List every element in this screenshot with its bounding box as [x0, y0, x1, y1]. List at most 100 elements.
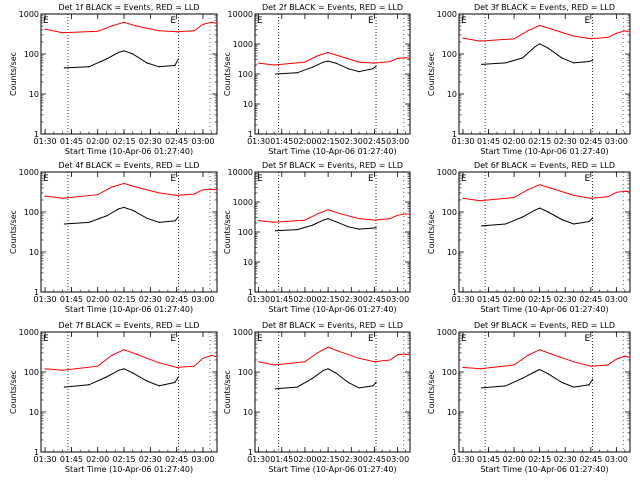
- x-tick-label: 01:45: [477, 295, 500, 304]
- data-point-lld: [176, 194, 178, 197]
- x-tick-label: 02:15: [317, 137, 340, 146]
- data-point-lld: [389, 60, 391, 63]
- x-tick-label: 02:00: [86, 295, 109, 304]
- flag-label-left: E: [43, 16, 49, 26]
- y-axis-label: Counts/sec: [223, 370, 232, 414]
- x-tick-label: 02:00: [503, 455, 526, 464]
- series-line-lld: [462, 184, 631, 202]
- x-tick-label: 03:00: [191, 455, 214, 464]
- series-line-events: [481, 43, 593, 65]
- axes-frame: [458, 13, 631, 135]
- data-point-lld: [111, 354, 113, 357]
- data-point-events: [132, 372, 134, 374]
- data-point-events: [312, 377, 314, 379]
- data-point-lld: [62, 197, 64, 199]
- data-point-lld: [404, 353, 406, 355]
- data-point-events: [573, 386, 575, 388]
- x-tick-label: 02:30: [554, 295, 577, 304]
- x-axis-label: Start Time (10-Apr-06 01:27:40): [65, 147, 193, 156]
- data-point-events: [158, 385, 160, 387]
- axes-frame: [458, 331, 631, 453]
- data-point-events: [158, 221, 160, 223]
- data-point-lld: [123, 182, 125, 184]
- data-point-lld: [624, 190, 626, 192]
- flag-label-right: E: [585, 16, 591, 26]
- x-tick-label: 02:30: [139, 137, 162, 146]
- data-point-events: [375, 227, 377, 229]
- data-point-events: [274, 388, 277, 390]
- data-point-lld: [176, 366, 178, 369]
- data-point-events: [327, 368, 329, 370]
- data-point-lld: [615, 191, 617, 193]
- data-point-events: [335, 372, 337, 374]
- panel-5: Det 5f BLACK = Events, RED = LLD E E 1 10 100…: [223, 161, 411, 314]
- data-point-lld: [327, 346, 329, 348]
- flag-label-left: E: [43, 334, 49, 344]
- data-point-events: [88, 66, 90, 68]
- x-tick-label: 03:00: [191, 137, 214, 146]
- data-point-events: [177, 58, 180, 60]
- data-point-lld: [304, 61, 306, 63]
- y-tick-label: 1000: [437, 328, 457, 337]
- y-tick-label: 1: [452, 130, 457, 139]
- data-point-lld: [338, 55, 340, 57]
- y-tick-label: 10: [243, 408, 253, 417]
- series-line-events: [481, 369, 593, 389]
- panel-2: Det 2f BLACK = Events, RED = LLD E E 1 10 100…: [223, 3, 411, 156]
- data-point-lld: [202, 189, 204, 191]
- flag-label-right: E: [170, 16, 176, 26]
- data-point-events: [372, 68, 374, 70]
- data-point-events: [481, 63, 483, 65]
- y-tick-label: 1: [248, 130, 253, 139]
- data-point-lld: [389, 217, 391, 220]
- data-point-events: [547, 373, 549, 375]
- data-point-lld: [397, 214, 399, 216]
- flag-label-left: E: [257, 334, 263, 344]
- y-axis-label: Counts/sec: [223, 210, 232, 254]
- data-point-events: [522, 216, 524, 218]
- data-point-events: [573, 62, 575, 64]
- data-point-events: [174, 381, 176, 383]
- x-tick-label: 02:00: [86, 137, 109, 146]
- x-tick-label: 02:45: [579, 295, 602, 304]
- x-tick-label: 03:00: [386, 295, 409, 304]
- data-point-events: [504, 62, 507, 64]
- data-point-events: [573, 223, 575, 225]
- y-tick-label: 1: [34, 130, 39, 139]
- data-point-lld: [551, 353, 553, 355]
- data-point-lld: [111, 186, 113, 188]
- y-tick-label: 1000: [233, 40, 253, 49]
- data-point-lld: [211, 188, 213, 190]
- y-tick-label: 100: [238, 368, 253, 377]
- data-point-events: [561, 218, 563, 221]
- data-point-events: [322, 61, 325, 63]
- data-point-lld: [338, 350, 340, 352]
- y-tick-label: 10: [447, 408, 457, 417]
- data-point-lld: [573, 361, 575, 363]
- y-tick-label: 1: [452, 288, 457, 297]
- data-point-events: [274, 230, 277, 232]
- y-tick-label: 1000: [19, 328, 39, 337]
- x-tick-label: 03:00: [386, 137, 409, 146]
- data-point-lld: [615, 358, 617, 360]
- data-point-lld: [304, 219, 306, 221]
- y-tick-label: 100: [238, 228, 253, 237]
- flag-label-left: E: [43, 174, 49, 184]
- flag-label-left: E: [461, 174, 467, 184]
- data-point-events: [588, 220, 590, 223]
- flag-label-left: E: [257, 174, 263, 184]
- flag-label-left: E: [461, 334, 467, 344]
- y-tick-label: 1000: [437, 10, 457, 19]
- data-point-events: [63, 386, 65, 388]
- y-tick-label: 1: [248, 448, 253, 457]
- x-axis-label: Start Time (10-Apr-06 01:27:40): [268, 147, 396, 156]
- data-point-lld: [389, 359, 391, 361]
- data-point-events: [327, 217, 329, 220]
- panel-title: Det 3f BLACK = Events, RED = LLD: [474, 3, 615, 12]
- data-point-lld: [539, 184, 541, 186]
- x-tick-label: 02:45: [579, 455, 602, 464]
- series-line-lld: [44, 21, 218, 34]
- data-point-events: [174, 64, 176, 66]
- data-point-lld: [615, 32, 617, 34]
- data-point-events: [132, 53, 134, 55]
